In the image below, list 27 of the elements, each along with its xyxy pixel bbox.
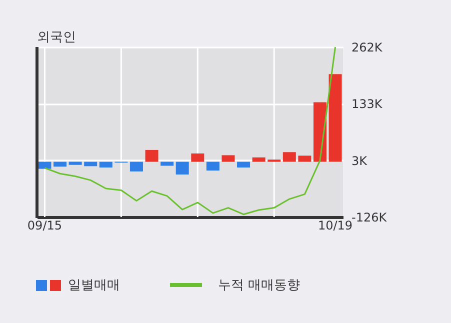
bar — [176, 162, 189, 174]
y-tick-label: 262K — [352, 40, 384, 54]
y-tick-label: 133K — [352, 97, 384, 112]
chart-title: 외국인 — [37, 29, 76, 46]
bar — [222, 155, 235, 162]
bar — [298, 156, 312, 162]
line-series — [44, 47, 336, 216]
bar — [54, 162, 67, 167]
bar — [252, 157, 266, 162]
bar — [328, 74, 342, 162]
legend-label: 누적 매매동향 — [218, 277, 300, 294]
y-tick-label: -126K — [352, 210, 388, 224]
y-tick-label: 3K — [352, 154, 368, 168]
bar — [206, 162, 220, 171]
bar — [282, 152, 296, 162]
bar — [130, 162, 143, 172]
bar — [237, 162, 250, 168]
legend-label: 일별매매 — [68, 277, 120, 294]
bar — [145, 150, 158, 162]
x-tick-label: 10/19 — [318, 218, 353, 232]
bar — [313, 102, 326, 162]
x-tick-label: 09/15 — [27, 218, 62, 232]
bar — [84, 162, 98, 166]
bar — [99, 162, 112, 168]
bar — [68, 162, 82, 165]
bar — [191, 153, 204, 162]
bar — [38, 162, 52, 169]
